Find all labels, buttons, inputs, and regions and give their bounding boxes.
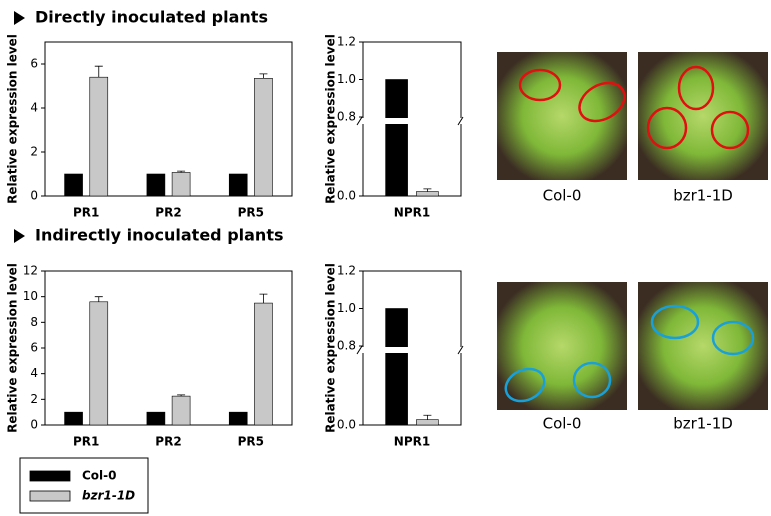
bar bbox=[416, 419, 439, 426]
y-tick-label: 0 bbox=[30, 418, 38, 432]
y-tick-label: 4 bbox=[30, 366, 38, 380]
y-tick-label: 0.8 bbox=[337, 110, 356, 124]
bar bbox=[385, 308, 408, 426]
section-heading: Indirectly inoculated plants bbox=[35, 226, 283, 245]
photo bbox=[638, 52, 768, 180]
error-bar bbox=[259, 73, 268, 79]
y-tick-label: 8 bbox=[30, 315, 38, 329]
legend-label: Col-0 bbox=[82, 469, 117, 483]
axis-break bbox=[355, 118, 469, 124]
bar bbox=[89, 301, 109, 426]
legend-swatch bbox=[29, 490, 71, 502]
y-tick-label: 2 bbox=[30, 392, 38, 406]
bar bbox=[171, 395, 191, 426]
y-tick-label: 1.0 bbox=[337, 301, 356, 315]
photo-label: Col-0 bbox=[543, 415, 582, 433]
x-tick-label: NPR1 bbox=[394, 435, 430, 449]
y-tick-label: 10 bbox=[23, 289, 38, 303]
y-tick-label: 6 bbox=[30, 341, 38, 355]
y-tick-label: 1.2 bbox=[337, 35, 356, 49]
x-tick-label: NPR1 bbox=[394, 206, 430, 220]
y-tick-label: 2 bbox=[30, 145, 38, 159]
photo bbox=[638, 282, 768, 410]
y-tick-label: 12 bbox=[23, 264, 38, 278]
axis-break-mark bbox=[356, 116, 464, 126]
photo-label: bzr1-1D bbox=[673, 187, 733, 205]
y-tick-label: 4 bbox=[30, 101, 38, 115]
error-bar bbox=[259, 293, 268, 304]
bar bbox=[146, 411, 166, 426]
bar bbox=[64, 411, 83, 426]
x-tick-label: PR2 bbox=[155, 435, 181, 449]
error-bar bbox=[94, 296, 103, 302]
y-tick-label: 1.0 bbox=[337, 72, 356, 86]
bar bbox=[171, 172, 191, 197]
bar bbox=[416, 191, 439, 197]
bar bbox=[385, 79, 408, 197]
legend-box bbox=[19, 457, 149, 514]
error-bar bbox=[177, 170, 186, 173]
y-axis-label: Relative expression level bbox=[6, 34, 20, 204]
bar bbox=[228, 411, 248, 426]
bullet bbox=[14, 229, 25, 243]
error-bar bbox=[423, 414, 432, 420]
bar bbox=[254, 78, 273, 197]
y-tick-label: 0 bbox=[30, 189, 38, 203]
photo bbox=[497, 52, 627, 180]
plot-frame bbox=[44, 41, 293, 197]
axis-break-mark bbox=[356, 345, 464, 355]
error-bar bbox=[177, 394, 186, 397]
axis-break bbox=[355, 347, 469, 353]
photo bbox=[497, 282, 627, 410]
section-heading: Directly inoculated plants bbox=[35, 8, 268, 27]
y-tick-label: 0.0 bbox=[337, 189, 356, 203]
y-axis-label: Relative expression level bbox=[6, 263, 20, 433]
photo-label: Col-0 bbox=[543, 187, 582, 205]
error-bar bbox=[94, 65, 103, 78]
x-tick-label: PR1 bbox=[73, 435, 99, 449]
bar bbox=[228, 173, 248, 197]
bar bbox=[146, 173, 166, 197]
photo-label: bzr1-1D bbox=[673, 415, 733, 433]
x-tick-label: PR2 bbox=[155, 206, 181, 220]
bullet bbox=[14, 11, 25, 25]
bar bbox=[254, 302, 273, 426]
error-bar bbox=[423, 188, 432, 192]
y-tick-label: 0.0 bbox=[337, 418, 356, 432]
y-axis-label: Relative expression level bbox=[324, 263, 338, 433]
x-tick-label: PR5 bbox=[238, 206, 264, 220]
bar bbox=[89, 76, 109, 197]
legend-swatch bbox=[29, 470, 71, 482]
y-tick-label: 0.8 bbox=[337, 339, 356, 353]
y-axis-label: Relative expression level bbox=[324, 34, 338, 204]
x-tick-label: PR5 bbox=[238, 435, 264, 449]
x-tick-label: PR1 bbox=[73, 206, 99, 220]
y-tick-label: 6 bbox=[30, 57, 38, 71]
legend-label: bzr1-1D bbox=[82, 489, 135, 503]
bar bbox=[64, 173, 83, 197]
y-tick-label: 1.2 bbox=[337, 264, 356, 278]
